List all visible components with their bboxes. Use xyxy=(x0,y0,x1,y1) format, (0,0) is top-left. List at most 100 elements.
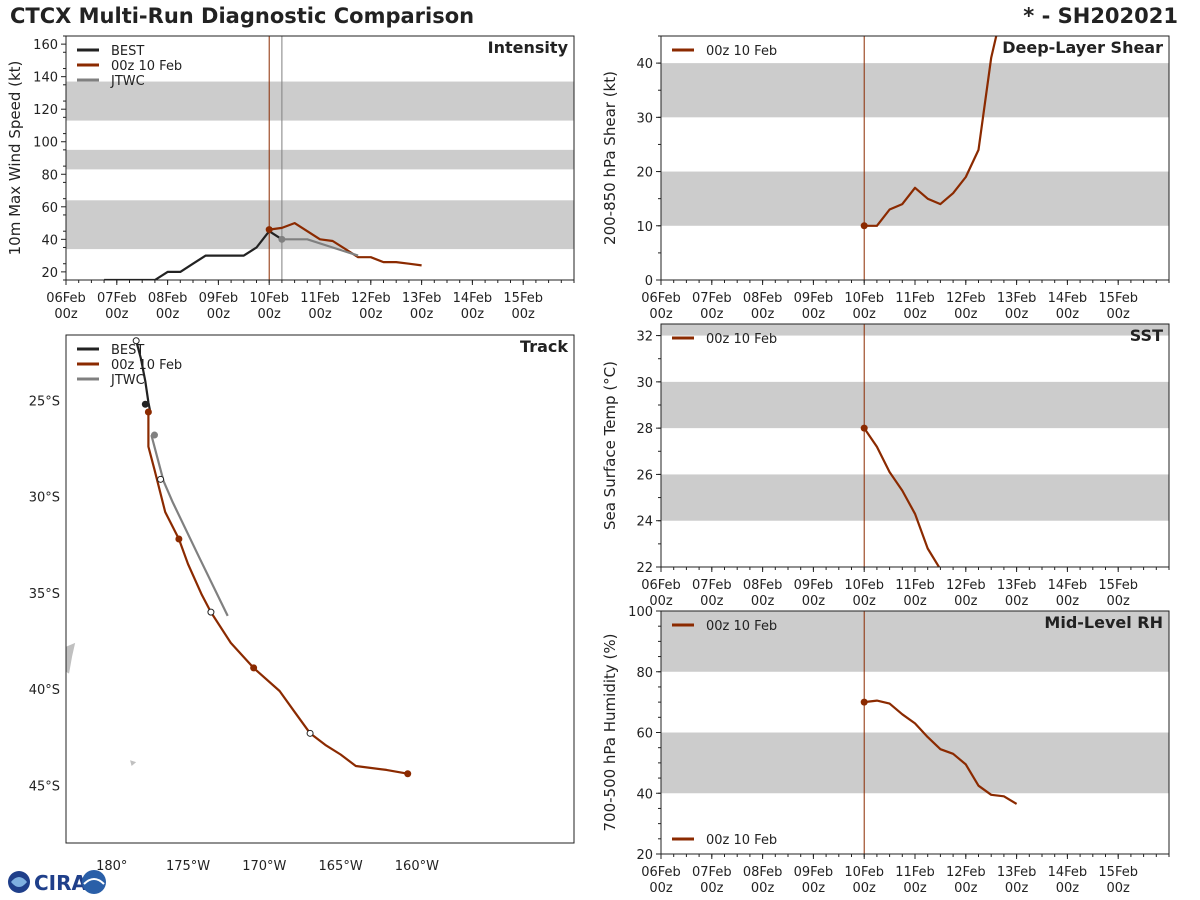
rh-title: Mid-Level RH xyxy=(1044,613,1163,632)
shear-xtick-day: 10Feb xyxy=(844,291,884,306)
rh-ytick-label: 40 xyxy=(636,787,653,802)
rh-panel: 2040608010006Feb00z07Feb00z08Feb00z09Feb… xyxy=(601,605,1170,896)
sst-frame xyxy=(660,323,1170,568)
rh-xtick-day: 07Feb xyxy=(692,865,732,880)
intensity-ytick-label: 140 xyxy=(33,71,58,86)
sst-plot-area xyxy=(661,324,1169,567)
track-lat-label: 25°S xyxy=(29,394,60,409)
rh-band xyxy=(661,732,1169,794)
track-plot-area xyxy=(66,337,412,778)
track-lat-label: 30°S xyxy=(29,491,60,506)
intensity-ytick-label: 160 xyxy=(33,38,58,53)
intensity-xtick-hour: 00z xyxy=(258,307,282,322)
sst-xtick-hour: 00z xyxy=(700,594,724,609)
track-title: Track xyxy=(520,337,568,356)
intensity-legend-label: BEST xyxy=(111,44,144,59)
shear-xtick-hour: 00z xyxy=(1107,307,1131,322)
shear-xtick-day: 14Feb xyxy=(1048,291,1088,306)
sst-band xyxy=(661,381,1169,429)
rh-xtick-hour: 00z xyxy=(700,881,724,896)
intensity-band xyxy=(66,81,574,121)
shear-xtick-hour: 00z xyxy=(853,307,877,322)
sst-ytick-label: 32 xyxy=(636,330,653,345)
sst-xtick-hour: 00z xyxy=(853,594,877,609)
sst-series-00z-10-feb xyxy=(863,427,941,567)
intensity-series-best xyxy=(104,230,283,280)
figure-title: CTCX Multi-Run Diagnostic Comparison xyxy=(10,4,475,28)
sst-panel: 22242628303206Feb00z07Feb00z08Feb00z09Fe… xyxy=(601,323,1170,609)
shear-xtick-hour: 00z xyxy=(649,307,673,322)
intensity-series-jtwc xyxy=(281,238,359,257)
intensity-plot-area xyxy=(66,36,574,280)
track-legend-label: JTWC xyxy=(110,373,145,388)
rh-xtick-hour: 00z xyxy=(1107,881,1131,896)
land-new-zealand xyxy=(66,642,76,674)
track-frame xyxy=(65,334,575,844)
sst-xtick-hour: 00z xyxy=(751,594,775,609)
intensity-xtick-hour: 00z xyxy=(308,307,332,322)
sst-title: SST xyxy=(1130,326,1163,345)
track-position-filled xyxy=(150,431,158,439)
track-lon-label: 160°W xyxy=(395,859,439,874)
sst-xtick-day: 13Feb xyxy=(997,578,1037,593)
intensity-xtick-day: 09Feb xyxy=(199,291,239,306)
track-position-filled xyxy=(141,400,149,408)
rh-xtick-day: 06Feb xyxy=(641,865,681,880)
track-lat-label: 35°S xyxy=(29,587,60,602)
shear-ytick-label: 0 xyxy=(645,274,653,289)
intensity-xtick-day: 10Feb xyxy=(249,291,289,306)
rh-xtick-hour: 00z xyxy=(802,881,826,896)
rh-xtick-hour: 00z xyxy=(853,881,877,896)
sst-ytick-label: 26 xyxy=(636,468,653,483)
rh-xtick-hour: 00z xyxy=(1005,881,1029,896)
track-legend-label: 00z 10 Feb xyxy=(111,358,182,373)
rh-xtick-day: 14Feb xyxy=(1048,865,1088,880)
shear-ylabel: 200-850 hPa Shear (kt) xyxy=(601,71,619,245)
intensity-ytick-label: 120 xyxy=(33,103,58,118)
sst-xtick-hour: 00z xyxy=(1005,594,1029,609)
shear-ytick-label: 30 xyxy=(636,111,653,126)
rh-init-point xyxy=(860,698,868,706)
intensity-xtick-hour: 00z xyxy=(359,307,383,322)
intensity-ytick-label: 40 xyxy=(41,233,58,248)
sst-ytick-label: 28 xyxy=(636,422,653,437)
sst-xtick-hour: 00z xyxy=(954,594,978,609)
shear-xtick-hour: 00z xyxy=(1005,307,1029,322)
sst-xtick-hour: 00z xyxy=(649,594,673,609)
sst-band xyxy=(661,324,1169,336)
sst-ytick-label: 24 xyxy=(636,515,653,530)
shear-xtick-day: 13Feb xyxy=(997,291,1037,306)
rh-xtick-day: 10Feb xyxy=(844,865,884,880)
intensity-xtick-day: 13Feb xyxy=(402,291,442,306)
sst-xtick-day: 15Feb xyxy=(1098,578,1138,593)
shear-xtick-day: 08Feb xyxy=(743,291,783,306)
intensity-legend-label: JTWC xyxy=(110,74,145,89)
track-lon-label: 175°W xyxy=(166,859,210,874)
sst-xtick-day: 14Feb xyxy=(1048,578,1088,593)
track-lat-label: 40°S xyxy=(29,683,60,698)
intensity-xtick-day: 08Feb xyxy=(148,291,188,306)
track-lon-label: 170°W xyxy=(242,859,286,874)
rh-xtick-hour: 00z xyxy=(751,881,775,896)
intensity-ytick-label: 100 xyxy=(33,136,58,151)
rh-xtick-day: 09Feb xyxy=(794,865,834,880)
rh-series-00z-10-feb xyxy=(864,699,1018,805)
rh-ytick-label: 80 xyxy=(636,666,653,681)
track-position-hollow xyxy=(207,608,215,616)
sst-ylabel: Sea Surface Temp (°C) xyxy=(601,361,619,530)
shear-band xyxy=(661,171,1169,226)
shear-legend-label: 00z 10 Feb xyxy=(706,44,777,59)
track-position-filled xyxy=(404,770,412,778)
intensity-xtick-day: 12Feb xyxy=(351,291,391,306)
rh-band xyxy=(661,611,1169,672)
intensity-xtick-day: 14Feb xyxy=(453,291,493,306)
sst-xtick-day: 06Feb xyxy=(641,578,681,593)
intensity-band xyxy=(66,149,574,170)
rh-legend-label-bottom: 00z 10 Feb xyxy=(706,833,777,848)
intensity-xtick-day: 11Feb xyxy=(300,291,340,306)
cira-logo-text: CIRA xyxy=(34,871,88,895)
intensity-xtick-hour: 00z xyxy=(54,307,78,322)
track-position-filled xyxy=(144,408,152,416)
intensity-panel: 2040608010012014016006Feb00z07Feb00z08Fe… xyxy=(6,35,575,322)
land-chatham-islands xyxy=(130,760,137,767)
